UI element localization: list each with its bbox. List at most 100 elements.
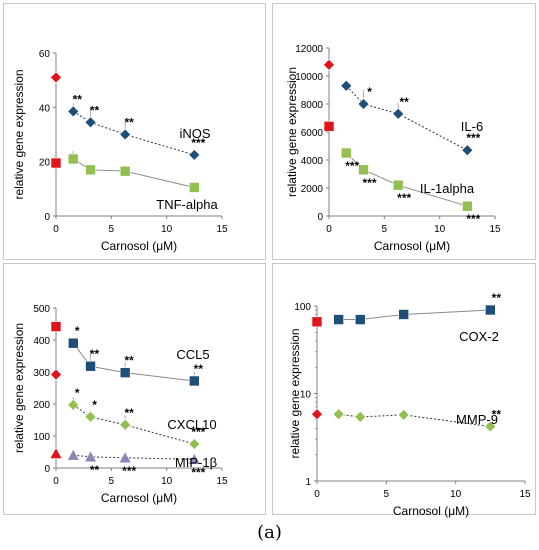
series-label: MIP-1β [175,455,217,470]
data-point [67,153,79,165]
data-point [358,164,369,176]
data-point [397,408,410,421]
x-tick-label: 10 [161,224,173,235]
significance-label: ** [124,406,134,420]
data-point [188,438,201,450]
significance-label: * [92,398,97,412]
x-tick-label: 0 [326,224,332,235]
data-point [398,309,409,320]
series-line [72,342,195,382]
significance-label: ** [492,291,502,305]
x-tick-label: 5 [382,224,388,235]
data-point [392,179,404,191]
y-tick-label: 200 [33,400,50,411]
significance-label: ** [90,103,100,117]
significance-label: *** [345,159,359,173]
y-tick-label: 0 [44,464,50,475]
figure-caption: (a) [257,522,282,543]
chart-panel-4: 1 10 100 0 5 10 15 Carnosol (μM) relative gene e… [272,263,536,518]
data-point [66,448,80,461]
chart-panel-3: 0 100 200 300 400 500 0 5 10 15 Carnosol (μM) relat… [3,263,266,515]
series-MMP-9: **MMP-9 [332,407,502,433]
series-label: IL-1alpha [420,181,475,196]
x-tick-label: 15 [489,224,501,235]
series-iNOS: *********iNOS [67,92,211,161]
significance-label: * [75,386,80,400]
x-axis-title: Carnosol (μM) [393,504,469,518]
control-point [311,316,323,328]
significance-label: *** [466,131,480,145]
y-tick-label: 100 [294,302,311,313]
chart-panel-2: 0 2000 4000 6000 8000 10000 12000 0 5 10 15 Carnoso… [272,3,536,260]
significance-label: ** [194,362,204,376]
data-point [84,450,98,463]
y-tick-label: 0 [44,212,50,223]
data-point [119,165,131,177]
control-point [323,121,335,132]
series-label: CCL5 [176,347,209,362]
data-point [392,107,405,120]
x-axis-title: Carnosol (μM) [374,239,450,253]
y-tick-label: 6000 [301,128,324,139]
significance-label: *** [397,191,411,205]
y-tick-label: 300 [33,368,50,379]
series-line [345,85,468,151]
control-point [50,157,62,169]
y-tick-label: 40 [39,103,51,114]
series-CCL5: *** ****CCL5 [67,324,210,387]
significance-label: ** [73,92,83,106]
x-axis-title: Carnosol (μM) [101,491,177,505]
significance-label: ** [90,463,100,477]
y-axis-title: relative gene expression [12,323,26,453]
data-point [462,200,473,212]
significance-label: ** [124,354,134,368]
y-tick-label: 60 [39,49,51,60]
y-tick-label: 8000 [301,100,324,111]
series-MIP-1β: ** *** ***MIP-1β [66,448,217,479]
x-tick-label: 0 [53,224,59,235]
control-point [50,71,62,84]
data-point [354,314,366,325]
y-tick-label: 2000 [301,184,324,195]
control-point [50,368,62,381]
data-point [84,116,97,129]
series-line [338,309,491,321]
data-point [119,367,131,378]
x-tick-label: 15 [519,489,531,500]
data-point [187,452,201,465]
significance-label: * [367,85,372,99]
significance-label: *** [191,465,205,479]
y-axis-title: relative gene expression [288,328,302,458]
series-TNF-alpha: TNF-alpha [67,150,218,212]
panel-border [3,3,266,260]
y-tick-label: 10 [300,390,312,401]
series-line [73,454,195,460]
significance-label: *** [363,176,377,190]
y-tick-label: 10000 [295,72,323,83]
data-point [85,360,96,372]
data-point [484,420,497,433]
series-line [345,152,468,207]
data-point [340,147,352,159]
series-label: CXCL10 [167,417,216,432]
x-tick-label: 15 [216,224,228,235]
x-tick-label: 0 [314,489,320,500]
data-point [332,408,345,421]
data-point [188,148,201,161]
panel-border [3,263,266,515]
significance-label: ** [492,407,502,421]
data-point [84,410,97,423]
data-point [67,337,79,349]
control-point [323,58,335,71]
series-line [72,110,195,156]
chart-panel-1: 0 20 40 60 0 5 10 15 Carnosol (μM) relative gene … [3,3,266,260]
y-tick-label: 500 [33,304,50,315]
control-point [50,321,62,332]
significance-label: *** [191,425,205,439]
control-point [49,446,63,459]
series-line [72,404,195,445]
series-label: IL-6 [461,119,483,134]
significance-label: *** [122,464,136,478]
data-point [461,144,474,157]
